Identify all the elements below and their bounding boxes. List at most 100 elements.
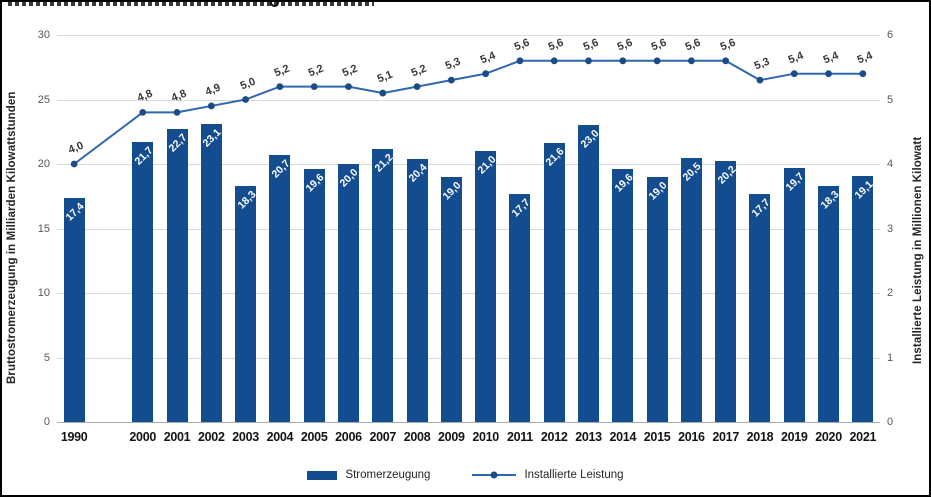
line-marker — [345, 83, 352, 90]
x-axis-year-label: 1990 — [60, 430, 88, 444]
left-axis-tick: 5 — [43, 351, 50, 364]
bar — [372, 148, 394, 422]
right-axis-tick: 2 — [887, 287, 894, 299]
line-marker — [619, 57, 627, 65]
line-marker — [242, 96, 250, 103]
x-axis-year-label: 2002 — [198, 430, 225, 444]
legend-line-marker — [490, 471, 498, 479]
legend-line-swatch — [472, 471, 517, 479]
right-axis-tick: 4 — [887, 158, 894, 170]
legend-item: Stromerzeugung — [307, 469, 430, 481]
line-marker — [585, 57, 592, 65]
line-marker — [310, 83, 318, 90]
gridline — [57, 99, 880, 101]
line-marker — [173, 109, 181, 116]
gridline — [57, 422, 880, 423]
line-marker — [550, 57, 558, 65]
cropped-title-strip — [8, 2, 374, 8]
line-marker — [207, 102, 215, 110]
bar — [578, 125, 600, 422]
line-marker — [859, 70, 867, 78]
bar — [166, 129, 188, 422]
left-axis-tick: 15 — [37, 222, 50, 235]
bar — [440, 176, 462, 422]
x-axis-year-label: 2009 — [438, 430, 465, 444]
bar — [475, 151, 497, 422]
gridline — [57, 293, 880, 294]
x-axis-year-label: 2014 — [609, 430, 637, 444]
cropped-title-fragments — [8, 2, 374, 6]
line-marker — [139, 109, 147, 116]
x-axis-year-label: 2007 — [369, 430, 397, 444]
right-axis-tick: 3 — [887, 222, 894, 235]
line-marker — [756, 76, 764, 84]
line-marker — [482, 70, 490, 78]
line-marker — [276, 83, 284, 90]
bar — [200, 124, 222, 422]
x-axis-year-label: 2013 — [575, 430, 602, 444]
x-axis-year-label: 2000 — [129, 430, 157, 444]
right-axis-tick: 1 — [887, 351, 894, 364]
bar — [337, 164, 359, 422]
x-axis-year-label: 2019 — [780, 430, 808, 444]
bar — [543, 143, 565, 422]
x-axis-year-label: 2001 — [163, 430, 191, 444]
line-marker — [447, 76, 455, 84]
cropped-letter-descender — [270, 2, 279, 7]
legend-bar-swatch — [307, 470, 338, 480]
x-axis-year-label: 2010 — [472, 430, 499, 444]
line-marker — [379, 89, 387, 97]
right-axis-tick: 5 — [887, 93, 894, 106]
x-axis-year-label: 2015 — [643, 430, 671, 444]
bar — [680, 157, 702, 422]
line-marker — [516, 57, 524, 65]
x-axis-year-label: 2008 — [403, 430, 431, 444]
bar — [269, 154, 291, 422]
line-marker — [653, 57, 661, 65]
bar — [132, 142, 154, 422]
x-axis-year-label: 2005 — [300, 430, 328, 444]
line-marker — [687, 57, 695, 65]
bar — [783, 167, 805, 422]
x-axis-year-label: 2011 — [506, 430, 533, 444]
bar — [303, 169, 325, 422]
x-axis-year-label: 2017 — [712, 430, 739, 444]
legend-label: Installierte Leistung — [524, 469, 624, 481]
plot-area: 17,4 21,7 22,7 23,1 18,3 20,7 19,6 20,0 21,2 20,4… — [57, 35, 880, 423]
line-marker — [825, 70, 832, 78]
gridline — [57, 164, 880, 165]
x-axis-year-label: 2004 — [266, 430, 294, 444]
right-axis-tick: 6 — [887, 29, 894, 41]
x-axis-year-label: 2018 — [746, 430, 774, 444]
bar — [646, 176, 668, 422]
x-axis-year-label: 2021 — [849, 430, 877, 444]
gridline — [57, 35, 880, 36]
bar — [509, 193, 531, 422]
left-axis-tick: 30 — [37, 29, 50, 41]
right-axis-tick: 0 — [887, 416, 894, 428]
legend-label: Stromerzeugung — [345, 469, 431, 481]
line-marker — [413, 83, 421, 90]
x-axis-year-label: 2016 — [678, 430, 705, 444]
bar — [749, 193, 771, 422]
gridline — [57, 228, 880, 230]
left-axis-tick: 0 — [43, 416, 50, 428]
bar — [63, 197, 85, 422]
left-axis-tick: 10 — [37, 287, 50, 299]
left-axis-tick: 20 — [37, 158, 50, 170]
line-series — [70, 57, 867, 168]
x-axis-year-label: 2003 — [232, 430, 259, 444]
x-axis-year-label: 2006 — [335, 430, 362, 444]
left-axis-tick: 25 — [37, 93, 50, 106]
x-axis-year-label: 2012 — [540, 430, 568, 444]
bar — [612, 169, 634, 422]
bar — [406, 158, 428, 422]
gridline — [57, 357, 880, 359]
legend: Stromerzeugung Installierte Leistung — [2, 465, 929, 485]
bar — [715, 161, 737, 422]
legend-item: Installierte Leistung — [472, 469, 624, 481]
bar — [818, 185, 840, 422]
line-marker — [790, 70, 798, 78]
x-axis-year-label: 2020 — [815, 430, 842, 444]
